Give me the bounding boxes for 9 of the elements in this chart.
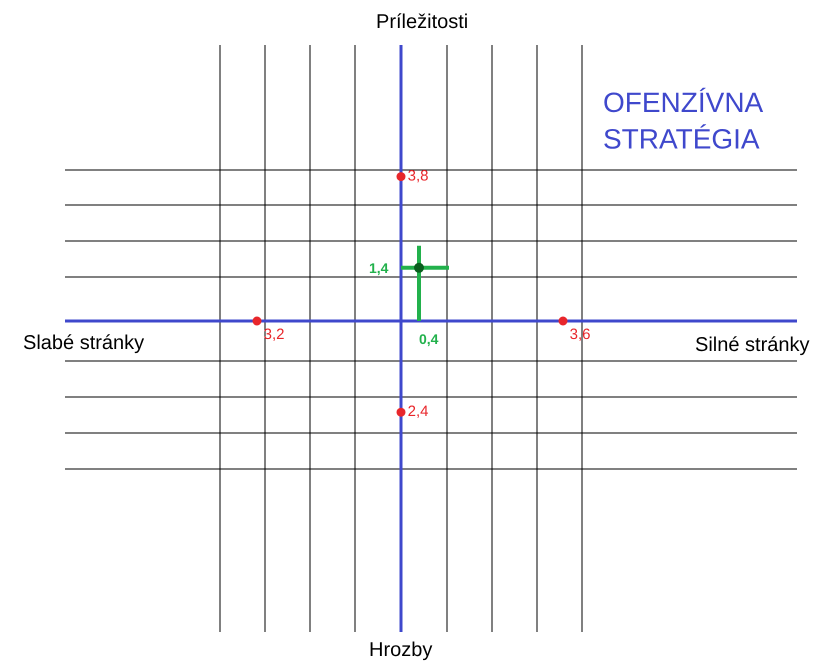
data-label: 0,4 [419, 331, 439, 347]
data-label: 1,4 [369, 260, 389, 276]
category-label: Hrozby [369, 639, 432, 661]
data-label: 2,4 [408, 402, 428, 420]
category-label: Príležitosti [376, 11, 468, 33]
category-label: Silné stránky [695, 334, 810, 356]
text: OFENZÍVNA STRATÉGIA [603, 87, 764, 154]
data-label: 3,8 [408, 167, 428, 184]
category-label: Slabé stránky [23, 332, 144, 354]
